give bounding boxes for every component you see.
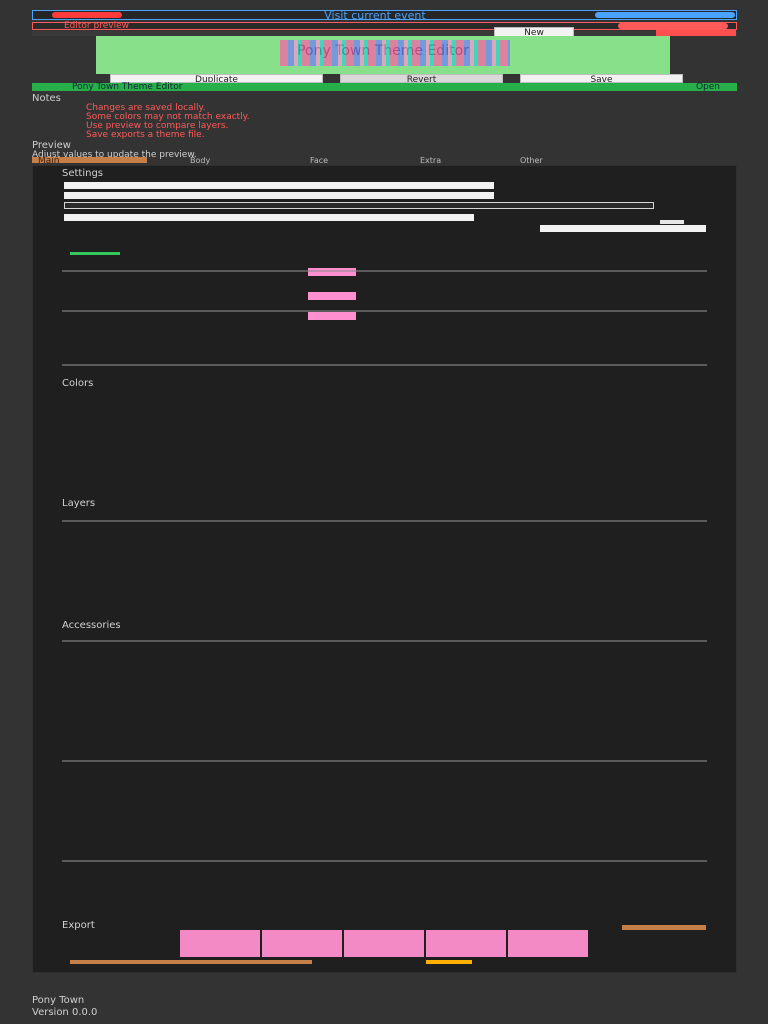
- settings-toggle-bar[interactable]: [64, 202, 654, 209]
- table-line: [62, 640, 707, 642]
- export-left-button[interactable]: [70, 960, 312, 964]
- table-line: [62, 310, 707, 312]
- table-line: [62, 760, 707, 762]
- table-line: [62, 364, 707, 366]
- header-left-pill: [52, 12, 122, 18]
- sub-header-line: [32, 31, 737, 36]
- sub-header-accent: [618, 23, 728, 29]
- export-swatch-3: [344, 930, 424, 957]
- footer-line-2: Version 0.0.0: [32, 1007, 98, 1018]
- right-dropdown-label: [660, 220, 684, 224]
- tab-3[interactable]: Face: [310, 156, 329, 165]
- settings-input-1[interactable]: [64, 182, 494, 189]
- settings-input-2[interactable]: [64, 192, 494, 199]
- notes-line-4: Save exports a theme file.: [86, 130, 205, 140]
- export-swatch-2: [262, 930, 342, 957]
- swatch-row-2: [308, 292, 356, 300]
- tab-2[interactable]: Body: [190, 156, 211, 165]
- notes-footer-line: Adjust values to update the preview.: [32, 150, 197, 160]
- top-header-bar: [32, 10, 737, 20]
- tab-active[interactable]: [32, 157, 147, 163]
- footer-line-1: Pony Town: [32, 995, 85, 1006]
- section-accessories: Accessories: [62, 620, 121, 631]
- duplicate-button[interactable]: Duplicate: [110, 74, 323, 83]
- section-layers: Layers: [62, 498, 96, 509]
- export-swatch-5: [508, 930, 588, 957]
- sub-header-right-red: [656, 30, 736, 36]
- right-dropdown[interactable]: [540, 225, 706, 232]
- table-line: [62, 270, 707, 272]
- header-title: Visit current event: [324, 10, 426, 22]
- notes-line-2: Some colors may not match exactly.: [86, 112, 250, 122]
- header-right-pill: [595, 12, 735, 18]
- notes-line-3: Use preview to compare layers.: [86, 121, 229, 131]
- export-swatch-1: [180, 930, 260, 957]
- table-line: [62, 860, 707, 862]
- editor-panel: [32, 165, 737, 973]
- sub-header-text: Editor preview: [64, 21, 129, 31]
- swatch-row-3: [308, 312, 356, 320]
- path-text: Pony Town Theme Editor: [72, 82, 183, 92]
- swatch-row-1: [308, 268, 356, 276]
- green-progress: [70, 252, 120, 255]
- export-swatch-4: [426, 930, 506, 957]
- tab-5[interactable]: Other: [520, 156, 543, 165]
- export-mid-marker: [426, 960, 472, 964]
- section-export: Export: [62, 920, 95, 931]
- notes-footer-heading: Preview: [32, 140, 71, 151]
- section-settings: Settings: [62, 168, 104, 179]
- path-right-label: Open: [695, 82, 720, 92]
- table-line: [62, 520, 707, 522]
- notes-line-1: Changes are saved locally.: [86, 103, 206, 113]
- tab-4[interactable]: Extra: [420, 156, 442, 165]
- sub-header-bar: [32, 22, 737, 30]
- save-button[interactable]: Save: [520, 74, 683, 83]
- export-right-button[interactable]: [622, 925, 706, 930]
- notes-heading: Notes: [32, 93, 61, 104]
- tab-1[interactable]: Main: [38, 156, 60, 166]
- section-colors: Colors: [62, 378, 94, 389]
- banner-art: [280, 40, 510, 66]
- path-bar: [32, 83, 737, 91]
- settings-slider[interactable]: [64, 214, 474, 221]
- revert-button[interactable]: Revert: [340, 74, 503, 83]
